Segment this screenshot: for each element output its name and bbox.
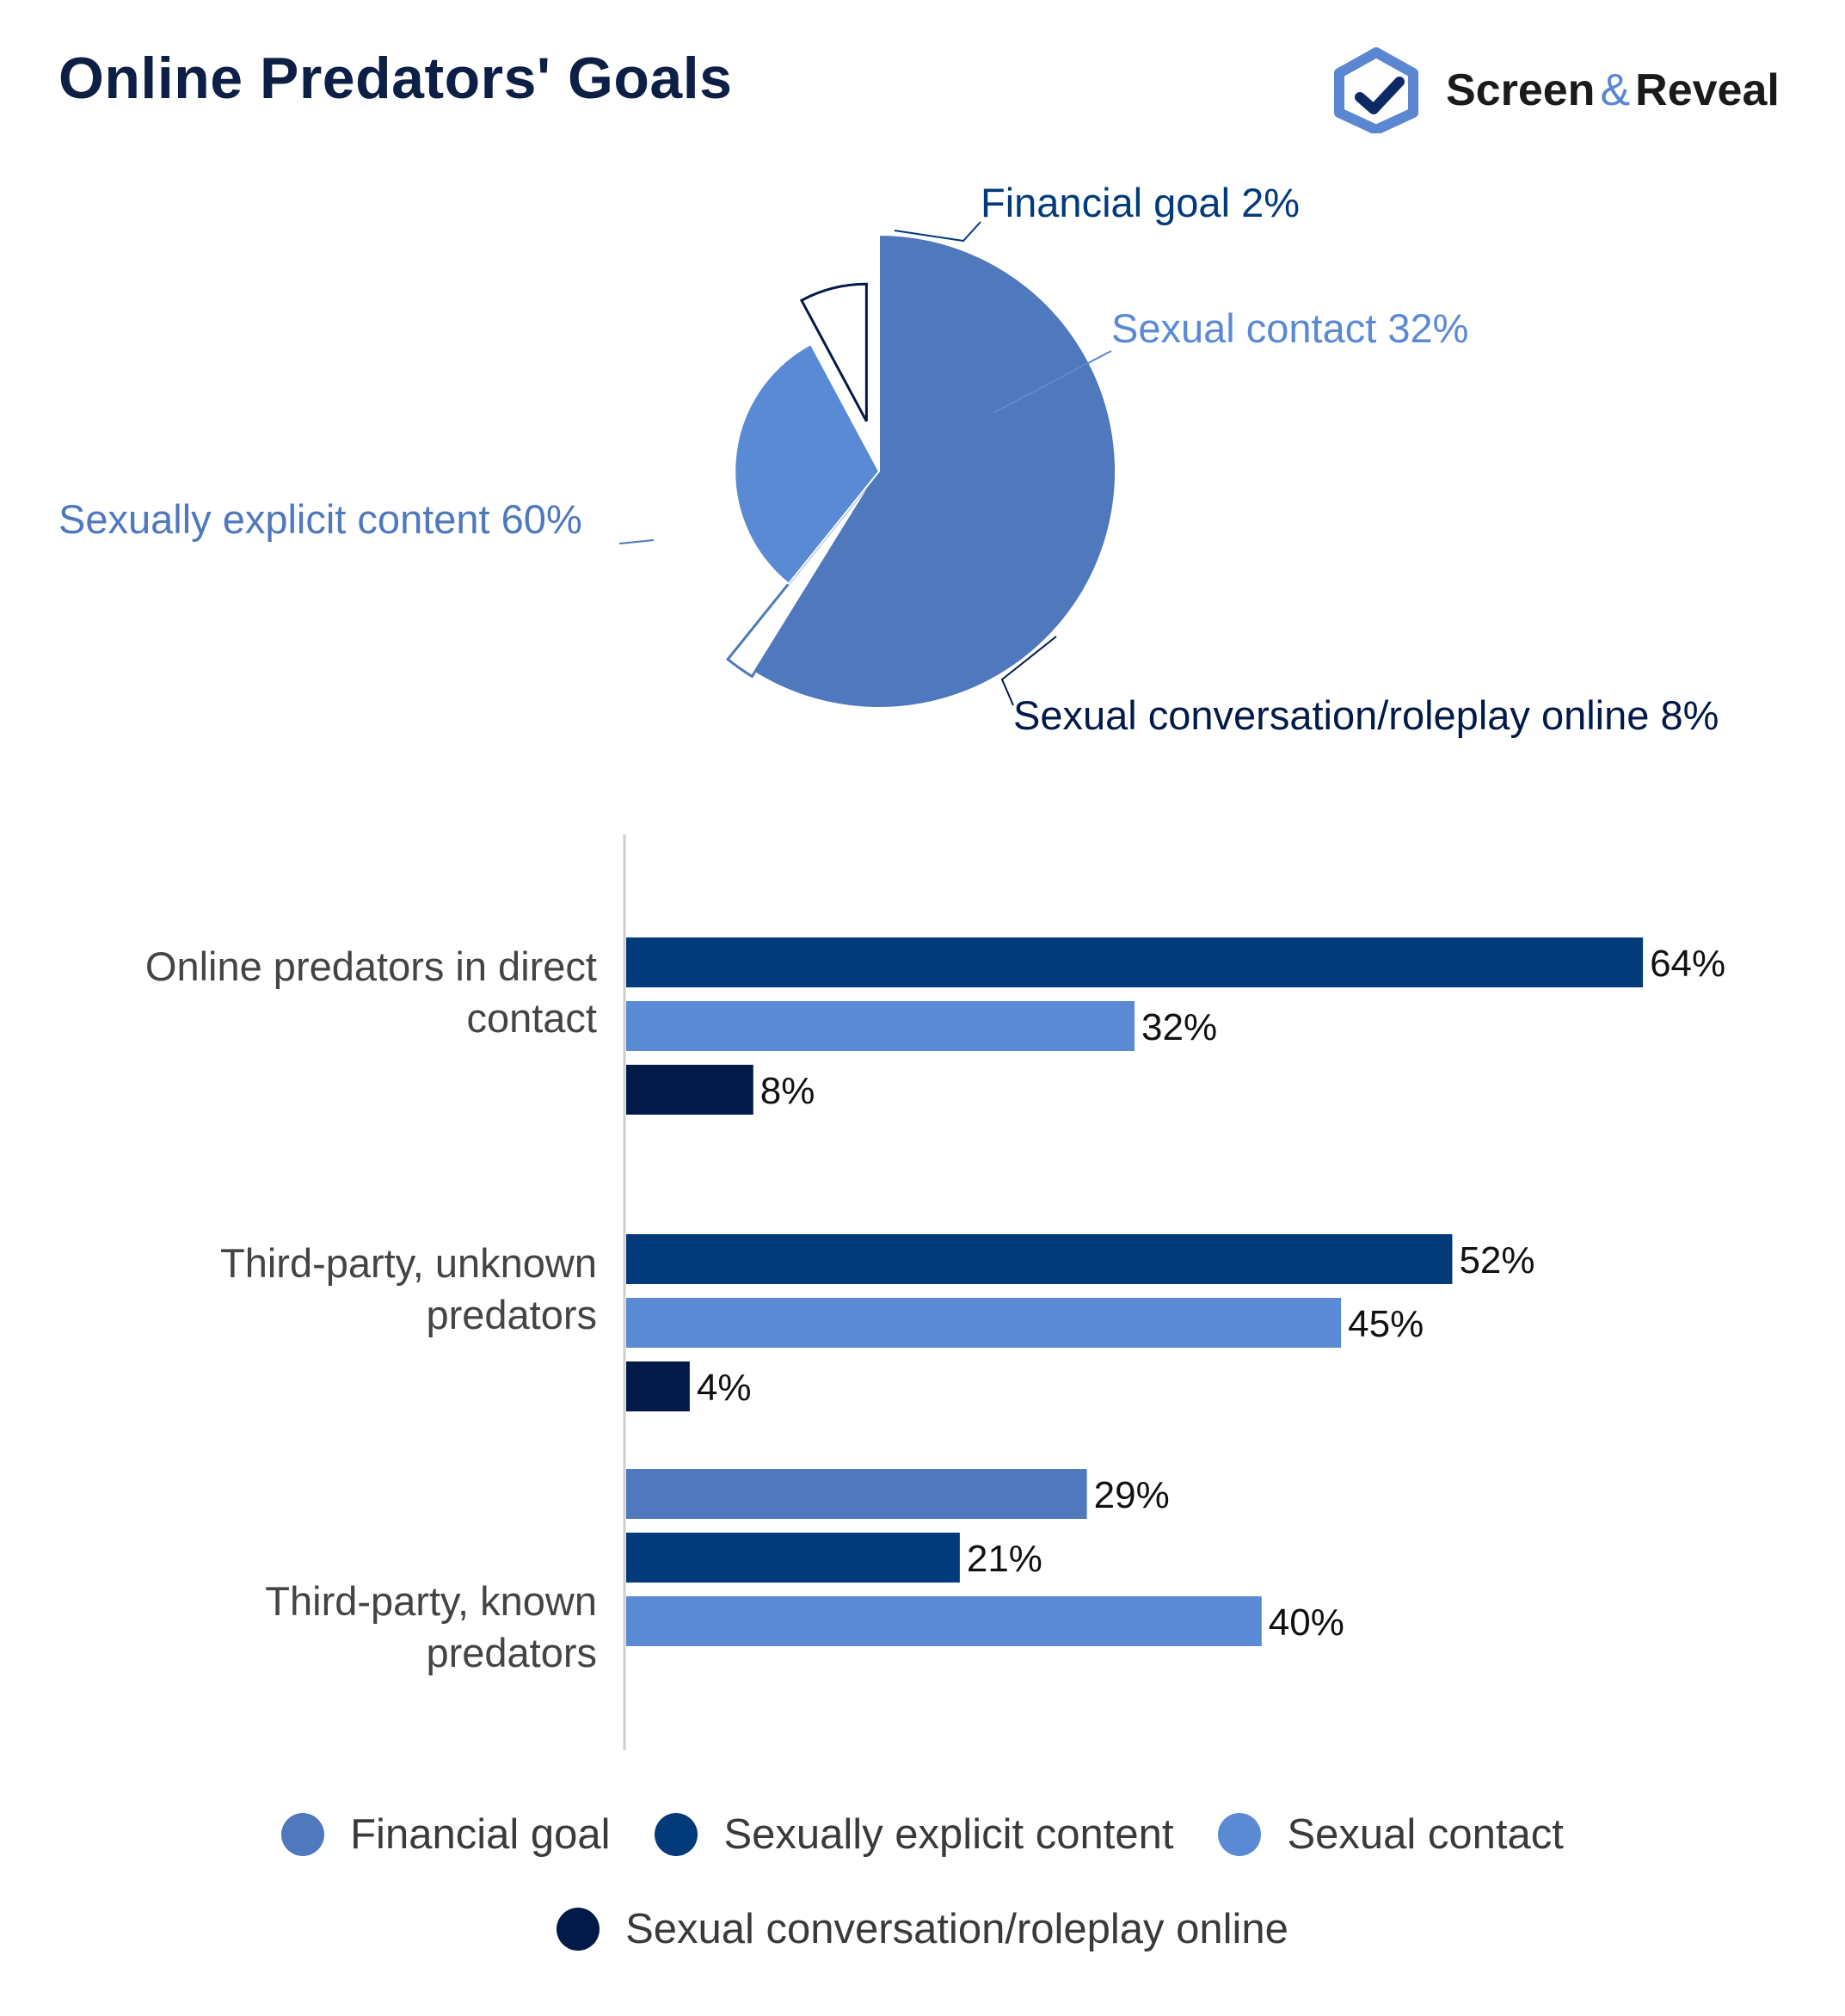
pie-leader-sexual-contact — [993, 350, 1112, 414]
legend-swatch-contact — [1218, 1813, 1262, 1856]
bar-value-label: 32% — [1141, 1006, 1217, 1048]
legend-item-contact: Sexual contact — [1218, 1810, 1564, 1859]
brand-logo: Screen & Reveal — [1329, 47, 1780, 133]
bar-value-label: 45% — [1348, 1303, 1424, 1345]
legend-swatch-financial — [281, 1813, 325, 1856]
bar-value-label: 64% — [1650, 943, 1725, 985]
bar-sexually-explicit-content — [626, 1533, 960, 1583]
bar-sexually-explicit-content — [626, 937, 1644, 987]
pie-slice-sexually-explicit-content — [753, 233, 1116, 709]
bar-sexually-explicit-content — [626, 1234, 1453, 1284]
legend-row-1: Financial goal Sexually explicit content… — [0, 1810, 1845, 1859]
legend-item-financial: Financial goal — [281, 1810, 610, 1859]
pie-label-financial-goal: Financial goal 2% — [981, 180, 1300, 225]
bar-sexual-contact — [626, 1596, 1262, 1646]
pie-slice-sexual-conversation-roleplay-online — [799, 282, 868, 422]
pie-leader-financial-goal — [894, 221, 981, 243]
bar-sexual-conversation-roleplay-online — [626, 1065, 753, 1115]
category-label: predators — [426, 1292, 597, 1337]
bar-value-label: 40% — [1269, 1601, 1344, 1644]
brand-name-right: Reveal — [1635, 65, 1780, 115]
bar-sexual-contact — [626, 1298, 1342, 1348]
pie-label-sexually-explicit-content: Sexually explicit content 60% — [58, 496, 582, 542]
bar-chart: 64% 32% 8% Online predators in direct contac… — [145, 834, 1725, 1750]
category-label: predators — [426, 1630, 597, 1675]
bar-value-label: 29% — [1094, 1474, 1170, 1516]
pie-leader-sexually-explicit-content — [618, 539, 655, 544]
brand-ampersand: & — [1600, 65, 1631, 115]
category-label: Third-party, unknown — [220, 1240, 597, 1286]
legend-label-conversation: Sexual conversation/roleplay online — [625, 1906, 1288, 1952]
legend-label-financial: Financial goal — [350, 1811, 611, 1858]
legend-item-explicit: Sexually explicit content — [655, 1810, 1173, 1859]
brand-name-left: Screen — [1446, 65, 1596, 115]
bar-value-label: 8% — [760, 1070, 815, 1112]
brand-name: Screen & Reveal — [1446, 65, 1780, 116]
bar-value-label: 52% — [1459, 1239, 1534, 1282]
legend-row-2: Sexual conversation/roleplay online — [0, 1905, 1845, 1953]
pie-leader-sexual-conversation-roleplay-online — [1000, 636, 1057, 706]
legend-swatch-explicit — [655, 1813, 698, 1856]
pie-chart: Sexually explicit content 60% Financial g… — [58, 180, 1719, 738]
bar-value-label: 21% — [967, 1538, 1042, 1580]
pie-label-sexual-conversation-roleplay-online: Sexual conversation/roleplay online 8% — [1013, 692, 1719, 738]
legend-label-contact: Sexual contact — [1287, 1811, 1564, 1858]
pie-label-sexual-contact: Sexual contact 32% — [1111, 305, 1468, 351]
pie-slice-sexual-contact — [734, 342, 881, 586]
category-label: Online predators in direct — [145, 943, 597, 989]
legend-label-explicit: Sexually explicit content — [723, 1811, 1174, 1858]
category-label: Third-party, known — [265, 1578, 597, 1624]
logo-icon — [1334, 47, 1418, 133]
bar-sexual-conversation-roleplay-online — [626, 1361, 690, 1411]
pie-slice-financial-goal — [726, 470, 881, 679]
category-label: contact — [466, 995, 597, 1041]
bar-financial-goal — [626, 1469, 1087, 1519]
bar-sexual-contact — [626, 1001, 1135, 1051]
bar-value-label: 4% — [697, 1367, 752, 1409]
legend-item-conversation: Sexual conversation/roleplay online — [557, 1905, 1288, 1953]
page-title: Online Predators' Goals — [58, 46, 733, 111]
legend-swatch-conversation — [557, 1908, 600, 1951]
